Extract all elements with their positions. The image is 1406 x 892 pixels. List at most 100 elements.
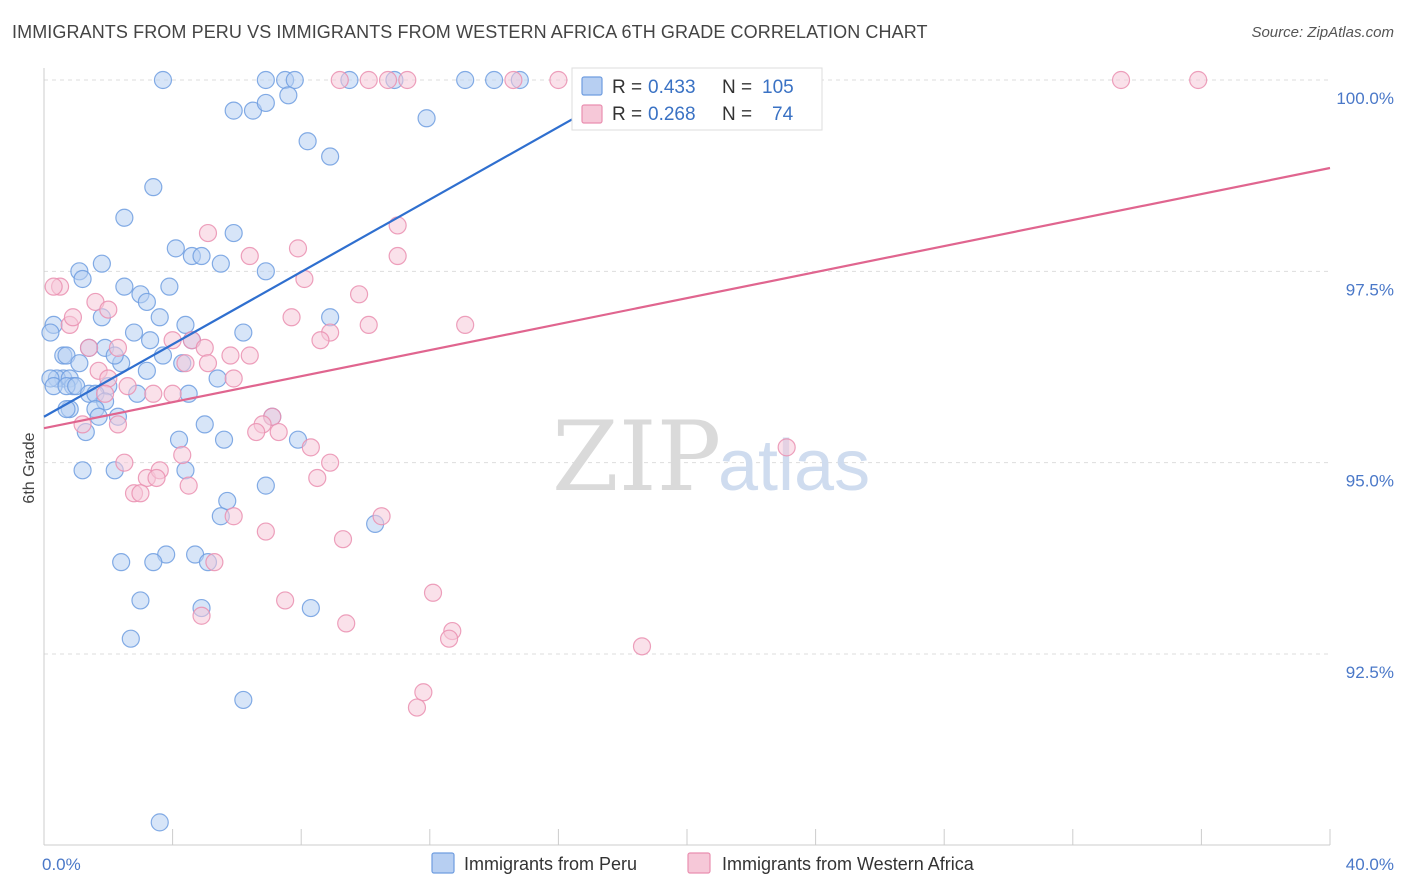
peru-point [224,101,243,120]
peru-trend-line [43,79,643,418]
stats-legend-box: R = 0.433 N = 105 R = 0.268 N = 74 [571,67,823,131]
x-tick-label-min: 0.0% [42,855,81,874]
peru-point [285,70,304,90]
western-africa-point [1189,70,1208,90]
peru-point [234,690,253,710]
western-africa-point [179,476,198,495]
peru-point [115,208,134,227]
axes: 92.5% 95.0% 97.5% 100.0% [43,68,1394,846]
peru-point [485,70,504,90]
western-africa-point [95,384,115,403]
western-africa-point [221,346,240,365]
western-africa-point [632,637,652,656]
western-africa-trend-line [43,166,1331,430]
western-africa-point [349,285,369,304]
peru-point [256,476,275,495]
data-points [41,70,1208,832]
western-africa-point [301,438,320,457]
western-africa-point [414,683,433,702]
western-africa-point [224,369,243,388]
peru-point [144,178,163,197]
peru-point [115,277,134,296]
y-tick-label: 95.0% [1346,472,1394,491]
peru-point [92,254,111,273]
watermark-zip: ZIP [552,401,721,513]
western-africa-point [330,70,349,90]
western-africa-point [79,338,99,357]
watermark-atlas: atlas [718,426,870,506]
peru-point [153,70,173,90]
western-africa-point [205,553,224,572]
watermark: ZIP atlas [552,401,870,513]
western-africa-point [173,445,192,465]
peru-point [169,430,189,449]
western-africa-point [247,422,266,442]
stats-r-label-western-africa: R = [612,104,642,125]
western-africa-point [115,453,134,472]
stats-n-label-peru: N = [722,77,752,98]
western-africa-point [240,346,259,365]
western-africa-point [176,354,195,373]
source-credit: Source: ZipAtlas.com [1251,24,1394,41]
peru-point [279,86,298,105]
stats-n-value-peru: 105 [762,77,794,98]
stats-r-value-western-africa: 0.268 [648,104,696,125]
western-africa-point [1111,70,1131,90]
western-africa-point [198,354,218,373]
western-africa-point [282,308,301,327]
stats-n-label-western-africa: N = [722,104,752,125]
peru-point [140,331,160,350]
western-africa-point [504,70,523,90]
peru-point [224,223,243,243]
western-africa-point [777,438,796,457]
western-africa-point [388,246,407,266]
legend-label-western-africa: Immigrants from Western Africa [722,854,975,874]
peru-point [124,323,144,342]
peru-point [150,308,169,327]
peru-point [417,109,436,128]
western-africa-point [388,216,407,235]
western-africa-point [276,591,295,610]
western-africa-point [108,338,128,357]
stats-box-frame [571,67,823,131]
western-africa-point [359,70,378,90]
western-africa-point [192,606,211,625]
peru-point [192,246,211,266]
stats-swatch-western-africa [581,104,603,124]
peru-point [256,262,275,281]
y-tick-label: 100.0% [1336,89,1394,108]
peru-point [150,813,169,832]
peru-point [321,308,340,327]
western-africa-point [144,384,163,403]
peru-point [70,354,89,373]
legend-label-peru: Immigrants from Peru [464,854,637,874]
western-africa-point [549,70,568,90]
peru-point [131,591,150,610]
western-africa-point [224,507,243,526]
peru-point [301,598,320,618]
peru-point [144,553,163,572]
western-africa-point [108,415,128,434]
peru-point [208,369,227,388]
peru-point [137,361,156,380]
legend-swatch-peru [431,852,455,874]
peru-point [234,323,253,342]
western-africa-point [423,583,443,602]
stats-n-value-western-africa: 74 [772,104,794,125]
peru-point [211,254,230,273]
peru-point [121,629,140,648]
peru-point [166,239,185,258]
western-africa-point [44,277,63,296]
western-africa-point [198,223,218,243]
stats-r-label-peru: R = [612,77,642,98]
gridlines [44,79,1330,655]
western-africa-point [288,239,308,258]
peru-point [195,415,214,434]
peru-point [456,70,475,90]
western-africa-point [118,377,137,396]
x-tick-label-max: 40.0% [1346,855,1394,874]
peru-point [73,269,92,289]
stats-swatch-peru [581,76,603,96]
peru-point [256,70,275,90]
western-africa-point [147,468,166,488]
